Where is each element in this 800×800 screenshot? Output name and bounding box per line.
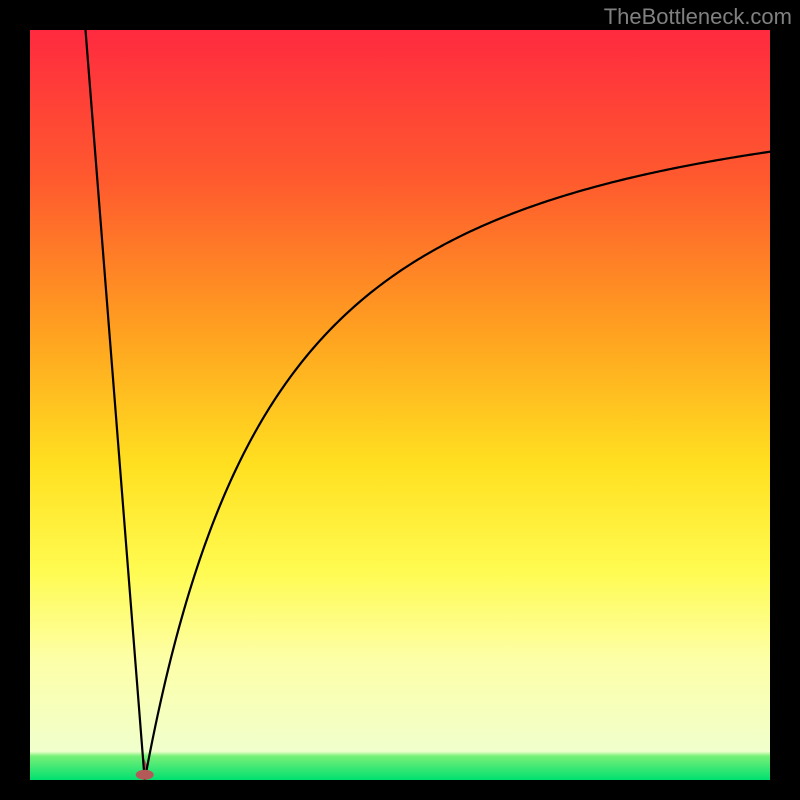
ideal-point-marker <box>136 770 154 780</box>
plot-area <box>30 30 770 780</box>
watermark-text: TheBottleneck.com <box>604 4 792 30</box>
chart-canvas <box>0 0 800 800</box>
